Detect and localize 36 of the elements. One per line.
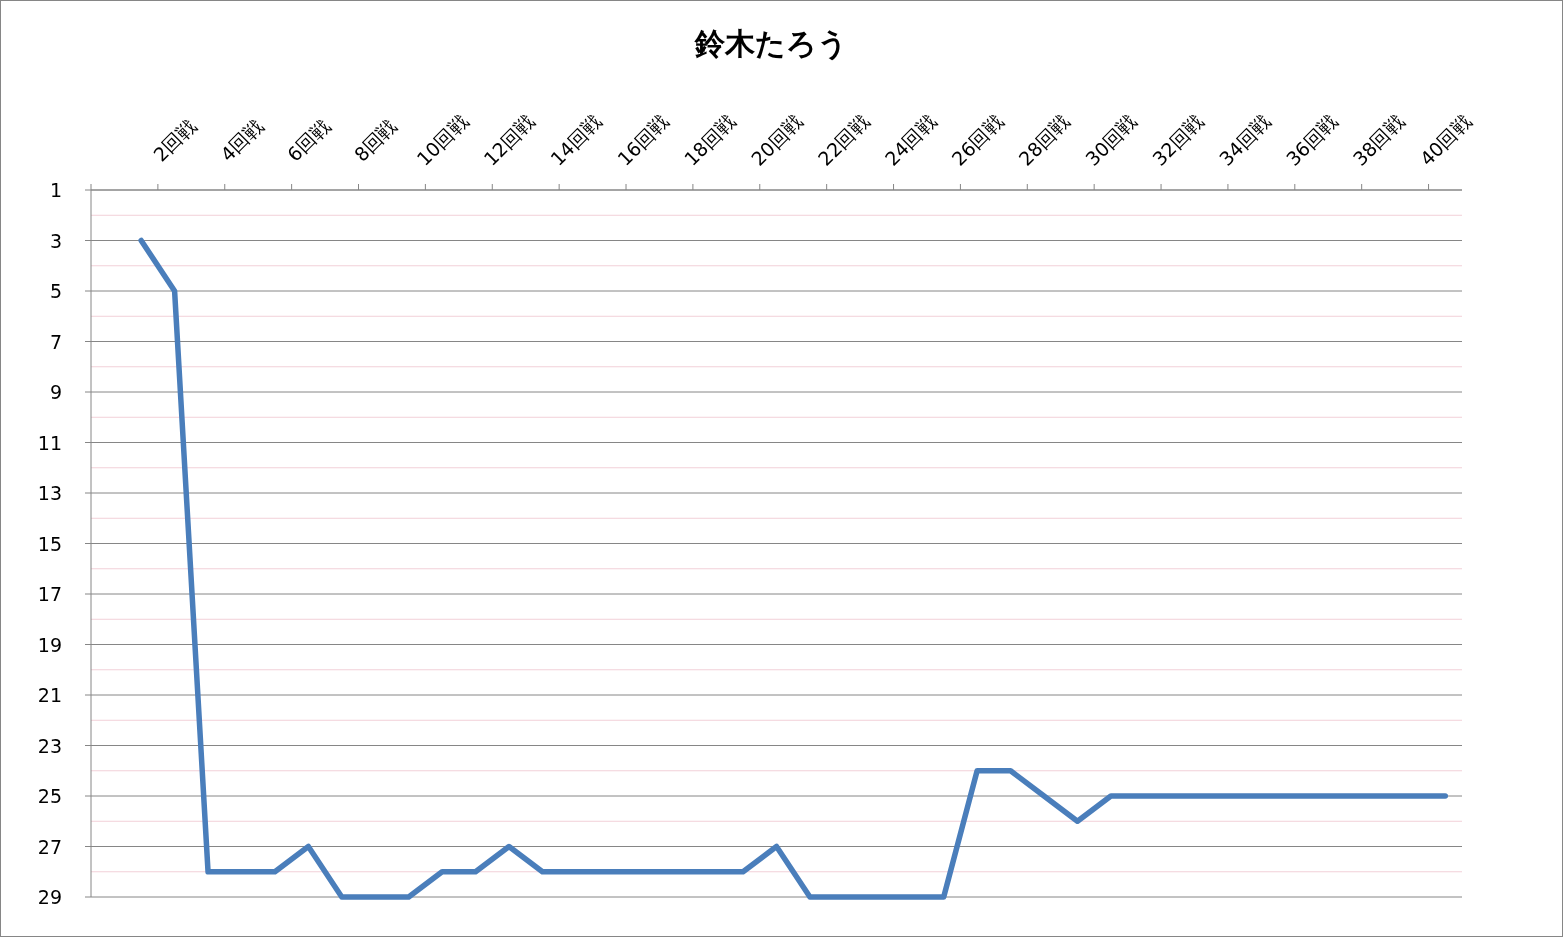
x-tick-label: 12回戦 [479, 110, 539, 170]
y-tick-label: 9 [49, 381, 62, 403]
y-tick-label: 19 [37, 633, 62, 656]
y-tick-label: 23 [37, 734, 62, 757]
x-tick-label: 20回戦 [746, 110, 807, 170]
x-tick-label: 34回戦 [1214, 110, 1275, 170]
x-tick-label: 16回戦 [612, 110, 673, 170]
x-tick-label: 8回戦 [349, 114, 401, 166]
y-tick-label: 27 [37, 835, 62, 858]
y-tick-label: 1 [49, 179, 62, 201]
x-tick-label: 28回戦 [1014, 110, 1074, 170]
y-tick-label: 5 [49, 280, 62, 302]
x-tick-label: 32回戦 [1148, 110, 1208, 170]
y-tick-label: 7 [49, 330, 62, 353]
x-tick-label: 22回戦 [813, 110, 874, 170]
x-tick-label: 24回戦 [880, 110, 941, 170]
y-tick-label: 3 [49, 229, 62, 252]
y-tick-label: 17 [37, 583, 62, 605]
y-tick-label: 11 [37, 431, 62, 454]
y-tick-label: 29 [37, 886, 62, 908]
y-tick-label: 15 [37, 532, 62, 555]
x-tick-label: 4回戦 [215, 114, 267, 166]
x-tick-label: 36回戦 [1281, 110, 1342, 170]
x-tick-label: 26回戦 [947, 110, 1007, 170]
x-tick-label: 6回戦 [282, 114, 334, 166]
y-tick-label: 13 [37, 482, 62, 504]
x-tick-label: 10回戦 [412, 110, 472, 170]
chart-title: 鈴木たろう [694, 26, 848, 61]
x-tick-label: 30回戦 [1081, 110, 1141, 170]
x-tick-label: 18回戦 [679, 110, 740, 170]
x-tick-label: 40回戦 [1415, 110, 1476, 170]
x-tick-label: 2回戦 [149, 114, 201, 166]
y-tick-label: 25 [37, 785, 62, 807]
y-tick-label: 21 [37, 684, 62, 706]
x-tick-label: 14回戦 [546, 110, 606, 170]
x-tick-label: 38回戦 [1348, 110, 1409, 170]
